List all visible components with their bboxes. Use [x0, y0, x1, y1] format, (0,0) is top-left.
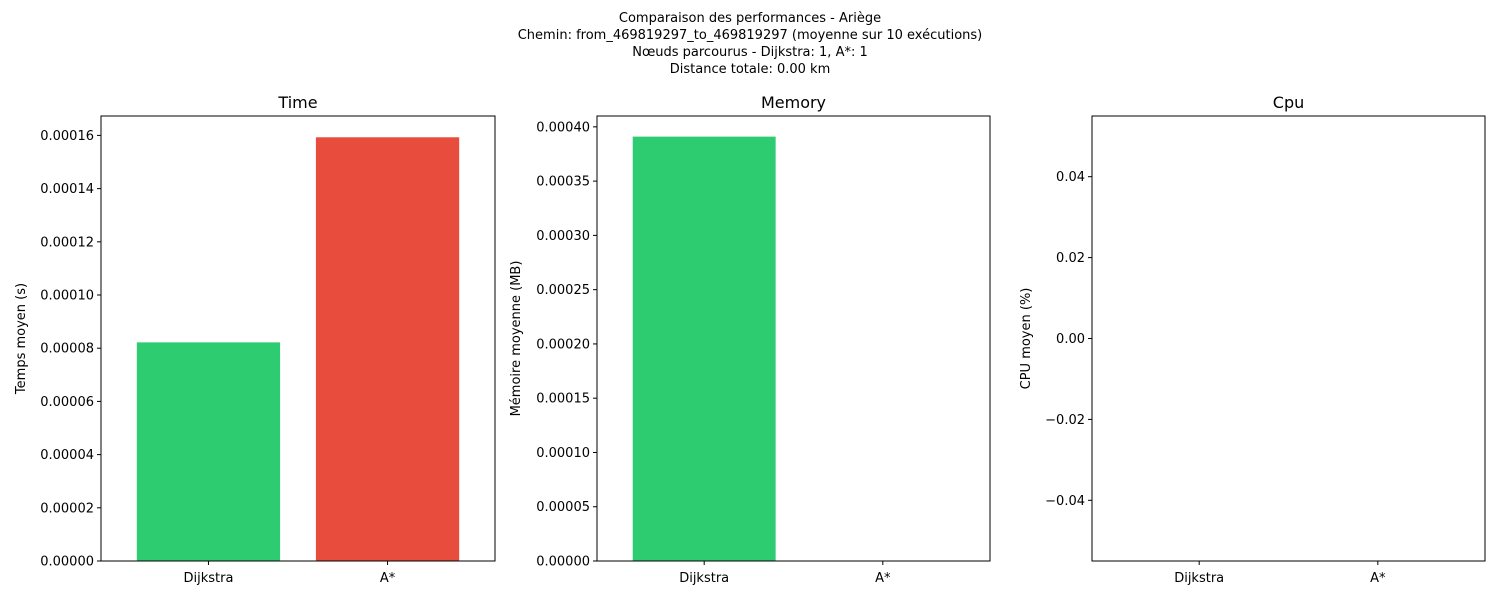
y-tick-label: 0.00000: [40, 555, 94, 570]
y-tick-label: 0.00006: [40, 395, 94, 410]
chart-title: Memory: [761, 93, 826, 112]
y-tick-label: −0.02: [1045, 413, 1085, 428]
y-tick-label: 0.00035: [536, 175, 590, 190]
chart-panel-cpu: −0.04 −0.02 0.00 0.02 0.04 Dijkstra A* Cpu CPU m…: [1019, 93, 1486, 586]
y-axis-label: Temps moyen (s): [14, 283, 29, 395]
y-tick-label: 0.00015: [536, 392, 590, 407]
y-tick-label: 0.00030: [536, 229, 590, 244]
chart-title: Time: [277, 93, 317, 112]
x-tick-label: A*: [380, 571, 396, 586]
suptitle-line: Distance totale: 0.00 km: [669, 62, 831, 77]
bar-a: [315, 137, 460, 561]
axes-frame: [596, 115, 991, 562]
y-tick-label: 0.00014: [40, 182, 94, 197]
x-tick-label: A*: [1370, 571, 1386, 586]
y-tick-label: −0.04: [1045, 494, 1085, 509]
x-tick-label: Dijkstra: [679, 571, 729, 586]
y-axis-label: CPU moyen (%): [1019, 288, 1034, 390]
y-tick-label: 0.04: [1056, 170, 1085, 185]
y-tick-label: 0.00020: [536, 337, 590, 352]
axes-frame: [100, 115, 496, 562]
y-tick-label: 0.00012: [40, 235, 94, 250]
y-tick-label: 0.00025: [536, 283, 590, 298]
y-tick-label: 0.00010: [40, 289, 94, 304]
y-tick-label: 0.00: [1056, 332, 1085, 347]
y-tick-label: 0.00040: [536, 120, 590, 135]
chart-panel-memory: 0.00000 0.00005 0.00010 0.00015 0.00020 0.000…: [509, 93, 991, 586]
chart-title: Cpu: [1273, 93, 1304, 112]
y-tick-label: 0.00005: [536, 500, 590, 515]
y-tick-label: 0.00010: [536, 446, 590, 461]
figure-suptitle: Comparaison des performances - Ariège Ch…: [0, 10, 1500, 78]
y-tick-label: 0.00004: [40, 448, 94, 463]
chart-panel-time: 0.00000 0.00002 0.00004 0.00006 0.00008 0.000…: [14, 93, 496, 586]
x-tick-label: Dijkstra: [183, 571, 233, 586]
x-tick-label: A*: [875, 571, 891, 586]
y-tick-label: 0.00008: [40, 342, 94, 357]
y-tick-label: 0.00000: [536, 555, 590, 570]
bar-dijkstra: [632, 136, 776, 561]
axes-frame: [1091, 115, 1486, 562]
x-tick-label: Dijkstra: [1174, 571, 1224, 586]
suptitle-line: Nœuds parcourus - Dijkstra: 1, A*: 1: [632, 45, 868, 60]
y-tick-label: 0.00016: [40, 129, 94, 144]
y-axis-label: Mémoire moyenne (MB): [509, 261, 524, 417]
suptitle-line: Chemin: from_469819297_to_469819297 (moy…: [517, 28, 983, 43]
y-tick-label: 0.02: [1056, 251, 1085, 266]
y-tick-label: 0.00002: [40, 501, 94, 516]
suptitle-line: Comparaison des performances - Ariège: [618, 11, 882, 26]
bar-dijkstra: [136, 342, 281, 561]
